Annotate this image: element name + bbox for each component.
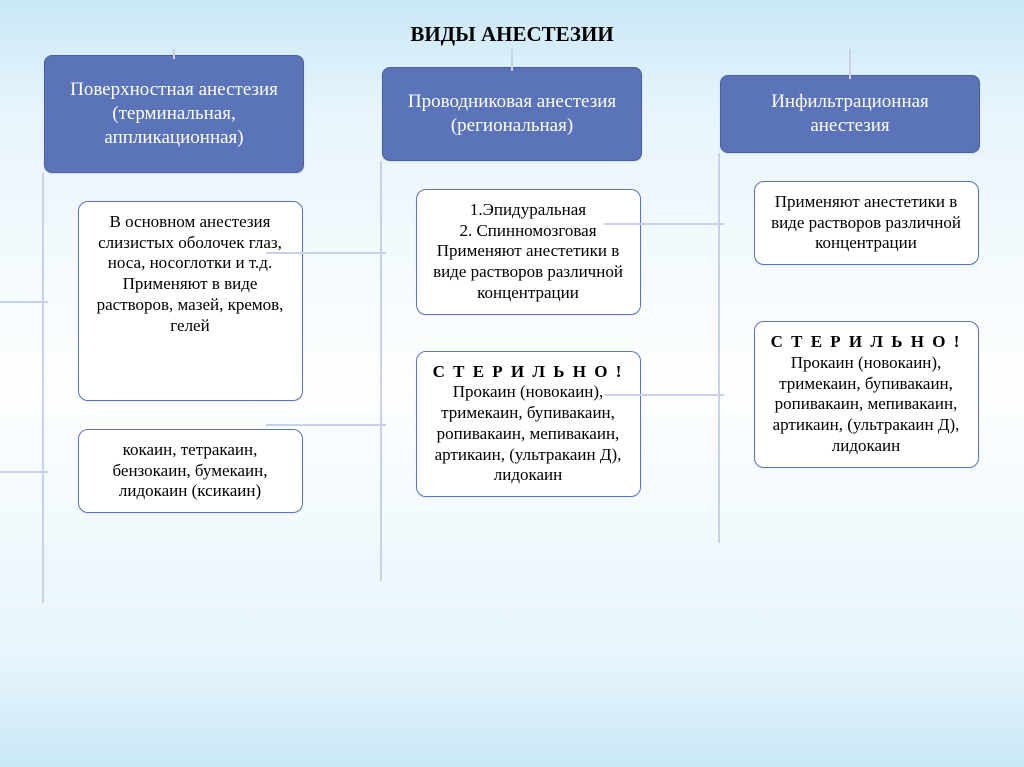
col3-header-text: Инфильтрационная анестезия — [731, 90, 969, 138]
col2-child1-wrap: 1.Эпидуральная2. СпинномозговаяПрименяют… — [384, 189, 641, 315]
col2-child2-wrap: С Т Е Р И Л Ь Н О !Прокаин (новокаин), т… — [384, 351, 641, 497]
column-1: Поверхностная анестезия (терминальная, а… — [20, 55, 328, 513]
connector-trunk — [42, 173, 44, 603]
connector-elbow — [604, 223, 724, 225]
col1-child2-wrap: кокаин, тетракаин, бензокаин, бумекаин, … — [46, 429, 303, 513]
columns-container: Поверхностная анестезия (терминальная, а… — [0, 55, 1024, 513]
connector-elbow — [604, 394, 724, 396]
connector-elbow — [0, 471, 48, 473]
col2-header: Проводниковая анестезия (региональная) — [382, 67, 642, 161]
col3-child2-wrap: С Т Е Р И Л Ь Н О !Прокаин (новокаин), т… — [722, 321, 979, 467]
col3-child2-text: С Т Е Р И Л Ь Н О !Прокаин (новокаин), т… — [771, 332, 962, 455]
connector-drop — [173, 49, 175, 59]
col3-header: Инфильтрационная анестезия — [720, 75, 980, 153]
col1-child1-wrap: В основном анестезия слизистых оболочек … — [46, 201, 303, 401]
connector-elbow — [0, 301, 48, 303]
col3-child1-wrap: Применяют анестетики в виде растворов ра… — [722, 181, 979, 265]
col3-child1-text: Применяют анестетики в виде растворов ра… — [771, 192, 961, 252]
page-title: ВИДЫ АНЕСТЕЗИИ — [0, 0, 1024, 55]
col1-header: Поверхностная анестезия (терминальная, а… — [44, 55, 304, 173]
connector-elbow — [266, 252, 386, 254]
connector-trunk — [380, 161, 382, 581]
connector-trunk — [718, 153, 720, 543]
col2-child1: 1.Эпидуральная2. СпинномозговаяПрименяют… — [416, 189, 641, 315]
column-3: Инфильтрационная анестезия Применяют ане… — [696, 55, 1004, 513]
col2-child2-text: С Т Е Р И Л Ь Н О !Прокаин (новокаин), т… — [433, 362, 624, 485]
col2-child2: С Т Е Р И Л Ь Н О !Прокаин (новокаин), т… — [416, 351, 641, 497]
connector-drop — [849, 49, 851, 79]
column-2: Проводниковая анестезия (региональная) 1… — [358, 55, 666, 513]
col1-child2: кокаин, тетракаин, бензокаин, бумекаин, … — [78, 429, 303, 513]
connector-drop — [511, 49, 513, 71]
col2-header-text: Проводниковая анестезия (региональная) — [393, 90, 631, 138]
col1-header-text: Поверхностная анестезия (терминальная, а… — [55, 78, 293, 149]
col1-child1-text: В основном анестезия слизистых оболочек … — [97, 212, 284, 335]
col1-child2-text: кокаин, тетракаин, бензокаин, бумекаин, … — [112, 440, 267, 500]
col3-child2: С Т Е Р И Л Ь Н О !Прокаин (новокаин), т… — [754, 321, 979, 467]
col3-child1: Применяют анестетики в виде растворов ра… — [754, 181, 979, 265]
col2-child1-text: 1.Эпидуральная2. СпинномозговаяПрименяют… — [433, 200, 623, 302]
connector-elbow — [266, 424, 386, 426]
col1-child1: В основном анестезия слизистых оболочек … — [78, 201, 303, 401]
